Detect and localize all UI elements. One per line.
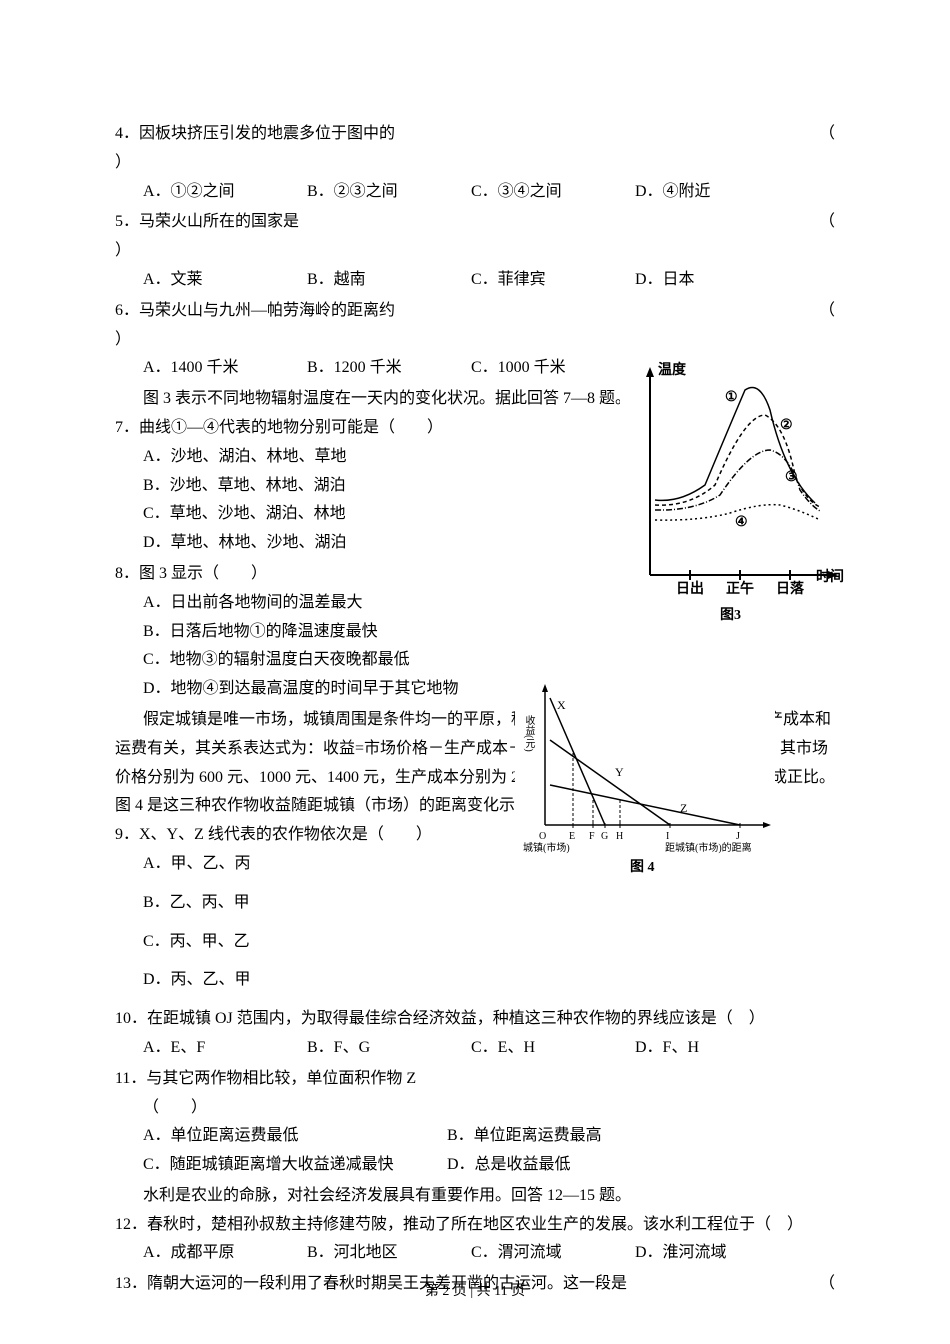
fig3-yaxis: 温度	[658, 358, 686, 383]
question-12: 12．春秋时，楚相孙叔敖主持修建芍陂，推动了所在地区农业生产的发展。该水利工程位…	[115, 1211, 835, 1269]
q5-opt-c: C．菲律宾	[471, 266, 631, 295]
q7-opt-d: D．草地、林地、沙地、湖泊	[115, 529, 595, 558]
fig3-caption: 图3	[720, 603, 741, 628]
q5-opt-d: D．日本	[635, 266, 795, 295]
q4-stem: 4．因板块挤压引发的地震多位于图中的	[115, 125, 395, 142]
footer-sep: |	[467, 1284, 477, 1299]
fig4-caption: 图 4	[630, 855, 655, 880]
q4-paren-close-line: ）	[115, 149, 835, 178]
q8-opt-a: A．日出前各地物间的温差最大	[115, 589, 595, 618]
q4-options: A．①②之间 B．②③之间 C．③④之间 D．④附近	[115, 178, 835, 207]
fig4-xaxis-right: 距城镇(市场)的距离	[665, 840, 752, 858]
q12-opt-b: B．河北地区	[307, 1239, 467, 1268]
q10-opt-a: A．E、F	[143, 1034, 303, 1063]
q11-options-2: C．随距城镇距离增大收益递减最快 D．总是收益最低	[115, 1151, 835, 1180]
footer-right: 共 11 页	[477, 1284, 525, 1299]
question-7: 7．曲线①—④代表的地物分别可能是（ ） A．沙地、湖泊、林地、草地 B．沙地、…	[115, 414, 595, 558]
fig4-tick-g: G	[601, 828, 608, 846]
q5-paren-close-line: ）	[115, 237, 835, 266]
q8-opt-c: C．地物③的辐射温度白天夜晚都最低	[115, 646, 595, 675]
q10-opt-b: B．F、G	[307, 1034, 467, 1063]
q6-opt-a: A．1400 千米	[143, 354, 303, 383]
q4-paren-close: ）	[115, 154, 131, 171]
q9-opt-d: D．丙、乙、甲	[115, 966, 565, 995]
q9-opt-a: A．甲、乙、丙	[115, 850, 565, 879]
q11-options-1: A．单位距离运费最低 B．单位距离运费最高	[115, 1122, 835, 1151]
q9-opt-b: B．乙、丙、甲	[115, 889, 565, 918]
q12-options: A．成都平原 B．河北地区 C．渭河流域 D．淮河流域	[115, 1239, 835, 1268]
q4-opt-a: A．①②之间	[143, 178, 303, 207]
q4-stem-line: 4．因板块挤压引发的地震多位于图中的 （	[115, 120, 835, 149]
q11-paren: （ ）	[115, 1094, 835, 1123]
q5-stem-line: 5．马荣火山所在的国家是 （	[115, 208, 835, 237]
q5-paren-close: ）	[115, 242, 131, 259]
question-4: 4．因板块挤压引发的地震多位于图中的 （ ） A．①②之间 B．②③之间 C．③…	[115, 120, 835, 206]
q11-opt-d: D．总是收益最低	[447, 1151, 747, 1180]
fig4-line-x: X	[557, 695, 566, 717]
question-11: 11．与其它两作物相比较，单位面积作物 Z （ ） A．单位距离运费最低 B．单…	[115, 1065, 835, 1180]
figure-3: 温度 ① ② ③ ④ 日出 正午 日落 时间 图3	[620, 355, 845, 625]
q4-paren-open: （	[819, 120, 835, 149]
q11-opt-a: A．单位距离运费最低	[143, 1122, 443, 1151]
fig3-marker-2: ②	[780, 413, 793, 438]
fig4-tick-f: F	[589, 828, 595, 846]
q12-opt-a: A．成都平原	[143, 1239, 303, 1268]
q10-stem: 10．在距城镇 OJ 范围内，为取得最佳综合经济效益，种植这三种农作物的界线应该…	[115, 1005, 835, 1034]
q6-opt-b: B．1200 千米	[307, 354, 467, 383]
footer-left: 第 2 页	[425, 1284, 467, 1299]
q6-opt-c: C．1000 千米	[471, 354, 631, 383]
fig4-yaxis: 收益(元)	[519, 715, 537, 752]
q6-paren-open: （	[819, 297, 835, 326]
figure-4: 收益(元) X Y Z O E F G H I J 城镇(市场) 距城镇(市场)…	[515, 680, 775, 870]
q7-opt-b: B．沙地、草地、林地、湖泊	[115, 472, 595, 501]
fig3-xaxis: 时间	[816, 565, 844, 590]
fig3-marker-1: ①	[725, 385, 738, 410]
q5-options: A．文莱 B．越南 C．菲律宾 D．日本	[115, 266, 835, 295]
page-footer: 第 2 页 | 共 11 页	[0, 1279, 950, 1304]
q4-opt-b: B．②③之间	[307, 178, 467, 207]
q5-stem: 5．马荣火山所在的国家是	[115, 213, 299, 230]
q10-options: A．E、F B．F、G C．E、H D．F、H	[115, 1034, 835, 1063]
q11-stem: 11．与其它两作物相比较，单位面积作物 Z	[115, 1065, 835, 1094]
q10-opt-c: C．E、H	[471, 1034, 631, 1063]
fig3-xtick-2: 正午	[726, 577, 754, 602]
q5-paren-open: （	[819, 208, 835, 237]
q8-opt-b: B．日落后地物①的降温速度最快	[115, 618, 595, 647]
q7-opt-c: C．草地、沙地、湖泊、林地	[115, 500, 595, 529]
question-9: 9．X、Y、Z 线代表的农作物依次是（ ） A．甲、乙、丙 B．乙、丙、甲 C．…	[115, 821, 565, 995]
q6-stem-line: 6．马荣火山与九州—帕劳海岭的距离约 （	[115, 297, 835, 326]
q6-stem: 6．马荣火山与九州—帕劳海岭的距离约	[115, 302, 395, 319]
fig4-line-z: Z	[680, 798, 687, 820]
fig3-marker-3: ③	[785, 465, 798, 490]
fig4-tick-h: H	[616, 828, 623, 846]
q6-paren-close-line: ）	[115, 326, 835, 355]
q7-stem: 7．曲线①—④代表的地物分别可能是（ ）	[115, 414, 595, 443]
q5-opt-a: A．文莱	[143, 266, 303, 295]
fig3-xtick-3: 日落	[776, 577, 804, 602]
intro-12-15: 水利是农业的命脉，对社会经济发展具有重要作用。回答 12—15 题。	[115, 1182, 835, 1211]
page-content: 4．因板块挤压引发的地震多位于图中的 （ ） A．①②之间 B．②③之间 C．③…	[115, 120, 835, 1299]
q12-opt-c: C．渭河流域	[471, 1239, 631, 1268]
q5-opt-b: B．越南	[307, 266, 467, 295]
q7-opt-a: A．沙地、湖泊、林地、草地	[115, 443, 595, 472]
question-10: 10．在距城镇 OJ 范围内，为取得最佳综合经济效益，种植这三种农作物的界线应该…	[115, 1005, 835, 1063]
q8-stem: 8．图 3 显示（ ）	[115, 560, 595, 589]
fig3-marker-4: ④	[735, 510, 748, 535]
fig4-line-y: Y	[615, 762, 624, 784]
q6-paren-close: ）	[115, 331, 131, 348]
q12-stem: 12．春秋时，楚相孙叔敖主持修建芍陂，推动了所在地区农业生产的发展。该水利工程位…	[115, 1211, 835, 1240]
q11-opt-c: C．随距城镇距离增大收益递减最快	[143, 1151, 443, 1180]
q4-opt-c: C．③④之间	[471, 178, 631, 207]
question-5: 5．马荣火山所在的国家是 （ ） A．文莱 B．越南 C．菲律宾 D．日本	[115, 208, 835, 294]
fig3-xtick-1: 日出	[676, 577, 704, 602]
q12-opt-d: D．淮河流域	[635, 1239, 795, 1268]
q9-stem: 9．X、Y、Z 线代表的农作物依次是（ ）	[115, 821, 565, 850]
q10-opt-d: D．F、H	[635, 1034, 795, 1063]
q11-opt-b: B．单位距离运费最高	[447, 1122, 747, 1151]
q9-opt-c: C．丙、甲、乙	[115, 928, 565, 957]
q4-opt-d: D．④附近	[635, 178, 795, 207]
fig4-xaxis-left: 城镇(市场)	[523, 840, 570, 858]
